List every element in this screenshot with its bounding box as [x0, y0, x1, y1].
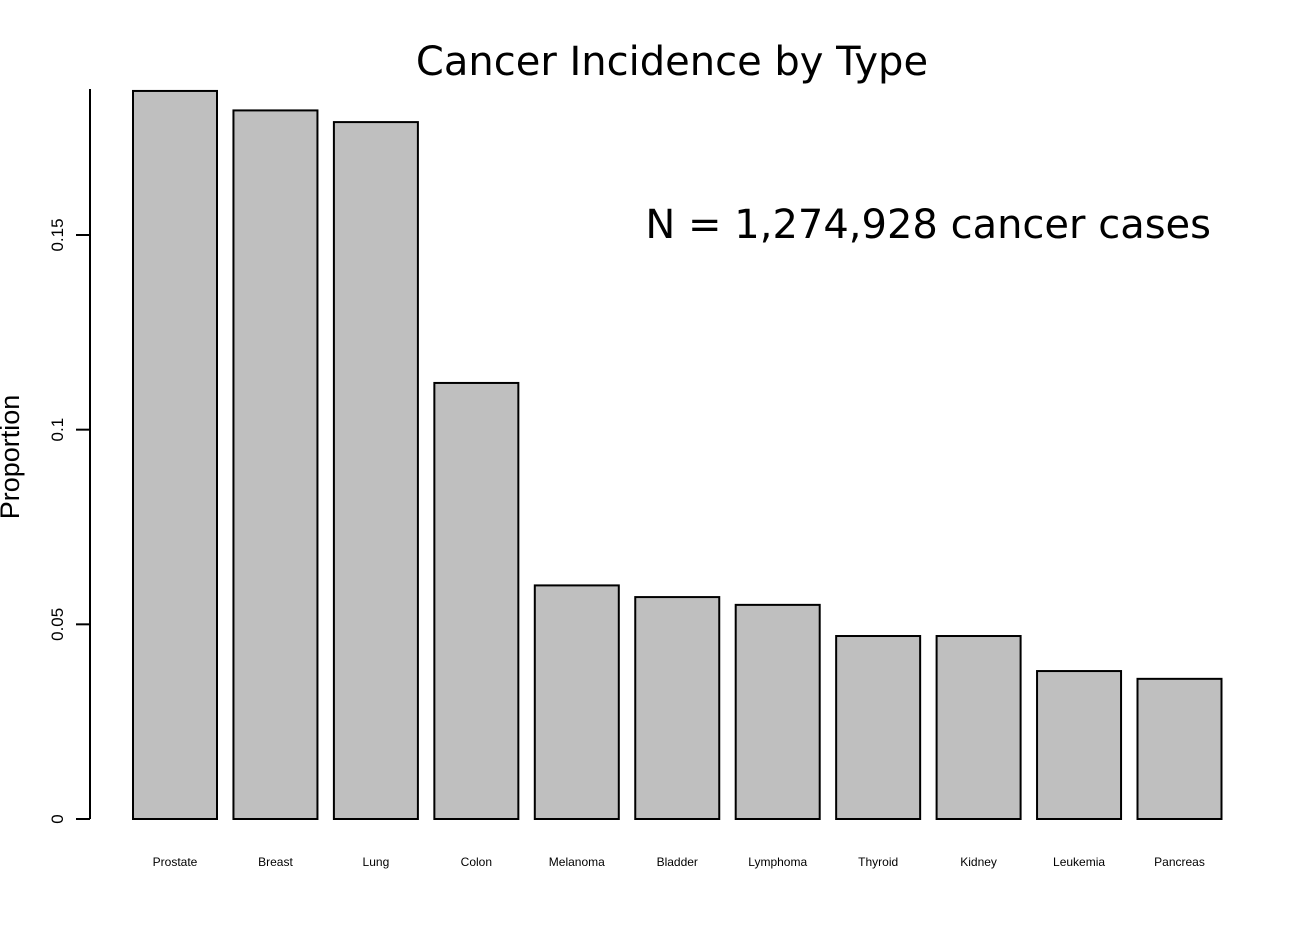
- x-tick-label: Kidney: [960, 855, 997, 869]
- x-tick-label: Lung: [363, 855, 390, 869]
- bar-bladder: [634, 596, 721, 821]
- bar-breast: [232, 109, 319, 820]
- x-tick-label: Melanoma: [549, 855, 605, 869]
- x-tick-label: Prostate: [153, 855, 198, 869]
- y-tick-label: 0.05: [48, 608, 67, 641]
- bar-lymphoma: [734, 603, 821, 820]
- bar-prostate: [132, 89, 218, 821]
- bar-colon: [433, 381, 520, 820]
- bar-thyroid: [835, 635, 922, 820]
- bar-lung: [332, 121, 419, 821]
- bar-pancreas: [1136, 677, 1223, 821]
- x-tick-label: Leukemia: [1053, 855, 1105, 869]
- x-tick-label: Thyroid: [858, 855, 898, 869]
- y-tick-label: 0: [48, 814, 67, 823]
- bars: [132, 89, 1223, 821]
- y-axis-label: Proportion: [0, 395, 25, 520]
- x-tick-label: Colon: [461, 855, 492, 869]
- y-tick-label: 0.1: [48, 418, 67, 442]
- bar-kidney: [935, 635, 1022, 820]
- chart-annotation: N = 1,274,928 cancer cases: [645, 202, 1211, 248]
- bar-leukemia: [1036, 670, 1123, 821]
- y-tick-label: 0.15: [48, 218, 67, 251]
- bar-melanoma: [533, 584, 620, 821]
- y-axis-ticks: 0 0.05 0.1 0.15: [48, 218, 90, 824]
- x-tick-label: Lymphoma: [748, 855, 807, 869]
- x-axis-tick-labels: Prostate Breast Lung Colon Melanoma Bladder Ly…: [153, 855, 1205, 869]
- x-tick-label: Bladder: [657, 855, 698, 869]
- x-tick-label: Pancreas: [1154, 855, 1205, 869]
- chart-title: Cancer Incidence by Type: [416, 39, 928, 85]
- x-tick-label: Breast: [258, 855, 293, 869]
